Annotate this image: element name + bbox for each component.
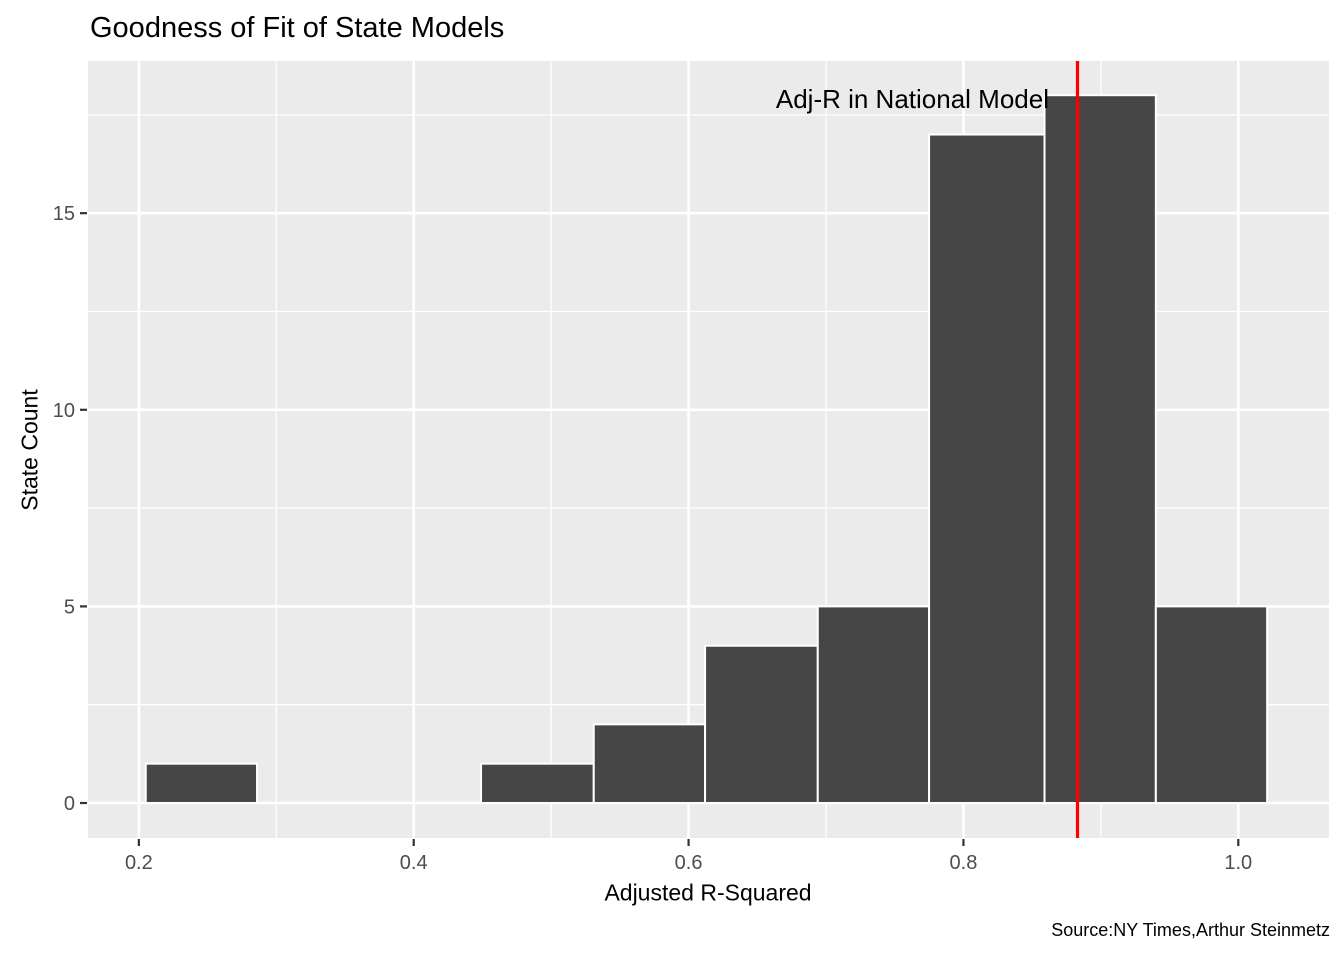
x-tick-label: 0.8 — [950, 852, 978, 874]
chart-title: Goodness of Fit of State Models — [90, 12, 505, 44]
x-tick-label: 0.6 — [675, 852, 703, 874]
source-caption: Source:NY Times,Arthur Steinmetz — [1051, 920, 1330, 940]
histogram-bar — [480, 762, 595, 805]
y-tick-label: 0 — [64, 793, 75, 815]
histogram-bar — [1043, 94, 1157, 805]
histogram-bar — [816, 605, 931, 805]
x-tick-label: 1.0 — [1224, 852, 1252, 874]
histogram-bar — [928, 133, 1046, 805]
histogram-bar — [1154, 605, 1269, 805]
histogram-bar — [704, 644, 819, 805]
y-axis-title: State Count — [16, 389, 43, 511]
y-tick-label: 5 — [64, 596, 75, 618]
x-tick-label: 0.4 — [400, 852, 428, 874]
y-tick-label: 15 — [53, 203, 75, 225]
histogram-bar — [592, 723, 707, 805]
histogram-bar — [144, 762, 259, 805]
x-axis-title: Adjusted R-Squared — [604, 879, 812, 906]
y-tick-label: 10 — [53, 400, 75, 422]
x-tick-label: 0.2 — [125, 852, 153, 874]
vline-annotation-label: Adj-R in National Model — [775, 84, 1049, 114]
